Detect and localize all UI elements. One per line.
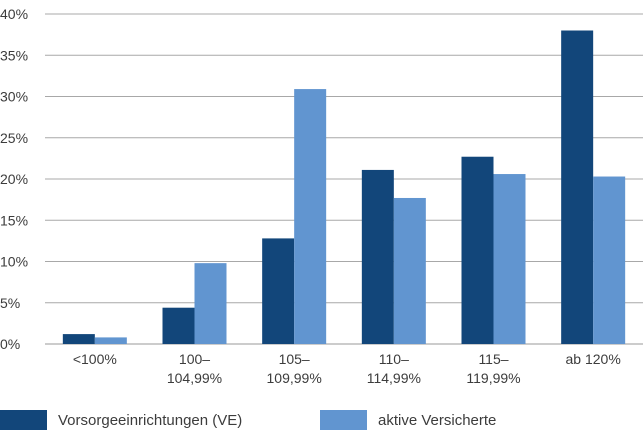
x-axis-ticks: <100% 100– 104,99% 105– 109,99% 110– 114,99% 11… [73, 351, 621, 386]
legend-item-aktive-versicherte: aktive Versicherte [320, 410, 496, 430]
legend: Vorsorgeeinrichtungen (VE) aktive Versic… [0, 410, 643, 434]
y-tick-label: 10% [0, 254, 28, 270]
bar-aktive-versicherte [194, 263, 227, 344]
y-tick-label: 20% [0, 171, 28, 187]
y-tick-label: 35% [0, 47, 28, 63]
gridlines [45, 13, 643, 345]
y-tick-label: 15% [0, 212, 28, 228]
bar-ve [162, 307, 195, 344]
x-tick-label: 110– 114,99% [367, 351, 421, 386]
y-tick-label: 30% [0, 89, 28, 105]
bar-aktive-versicherte [294, 89, 327, 344]
x-tick-label: 100– 104,99% [167, 351, 222, 386]
legend-label-ve: Vorsorgeeinrichtungen (VE) [58, 411, 243, 429]
y-tick-label: 5% [0, 295, 20, 311]
legend-item-ve: Vorsorgeeinrichtungen (VE) [0, 410, 242, 430]
bar-chart: 0% 5% 10% 15% 20% 25% 30% 35% 40% <100% 100– 104,9… [0, 6, 643, 386]
bar-aktive-versicherte [393, 197, 426, 344]
bar-aktive-versicherte [493, 174, 526, 344]
legend-swatch-ve [0, 410, 47, 430]
x-tick-label: 115– 119,99% [466, 351, 520, 386]
bar-ve [62, 334, 95, 344]
legend-label-aktive-versicherte: aktive Versicherte [378, 411, 497, 429]
bar-ve [561, 30, 594, 344]
bar-ve [361, 169, 394, 344]
bar-ve [461, 156, 494, 344]
bar-ve [262, 238, 295, 344]
x-tick-label: <100% [73, 351, 117, 367]
bars [62, 30, 626, 344]
y-tick-label: 25% [0, 130, 28, 146]
legend-swatch-aktive-versicherte [320, 410, 367, 430]
x-tick-label: ab 120% [566, 351, 621, 367]
y-tick-label: 0% [0, 336, 20, 352]
bar-aktive-versicherte [94, 337, 127, 344]
y-tick-label: 40% [0, 6, 28, 22]
x-tick-label: 105– 109,99% [267, 351, 322, 386]
y-axis-ticks: 0% 5% 10% 15% 20% 25% 30% 35% 40% [0, 6, 28, 352]
bar-aktive-versicherte [593, 176, 626, 344]
